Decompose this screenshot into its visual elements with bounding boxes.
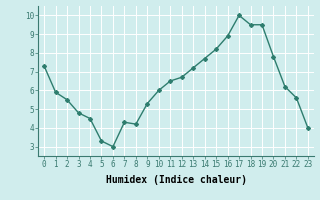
X-axis label: Humidex (Indice chaleur): Humidex (Indice chaleur) [106,175,246,185]
